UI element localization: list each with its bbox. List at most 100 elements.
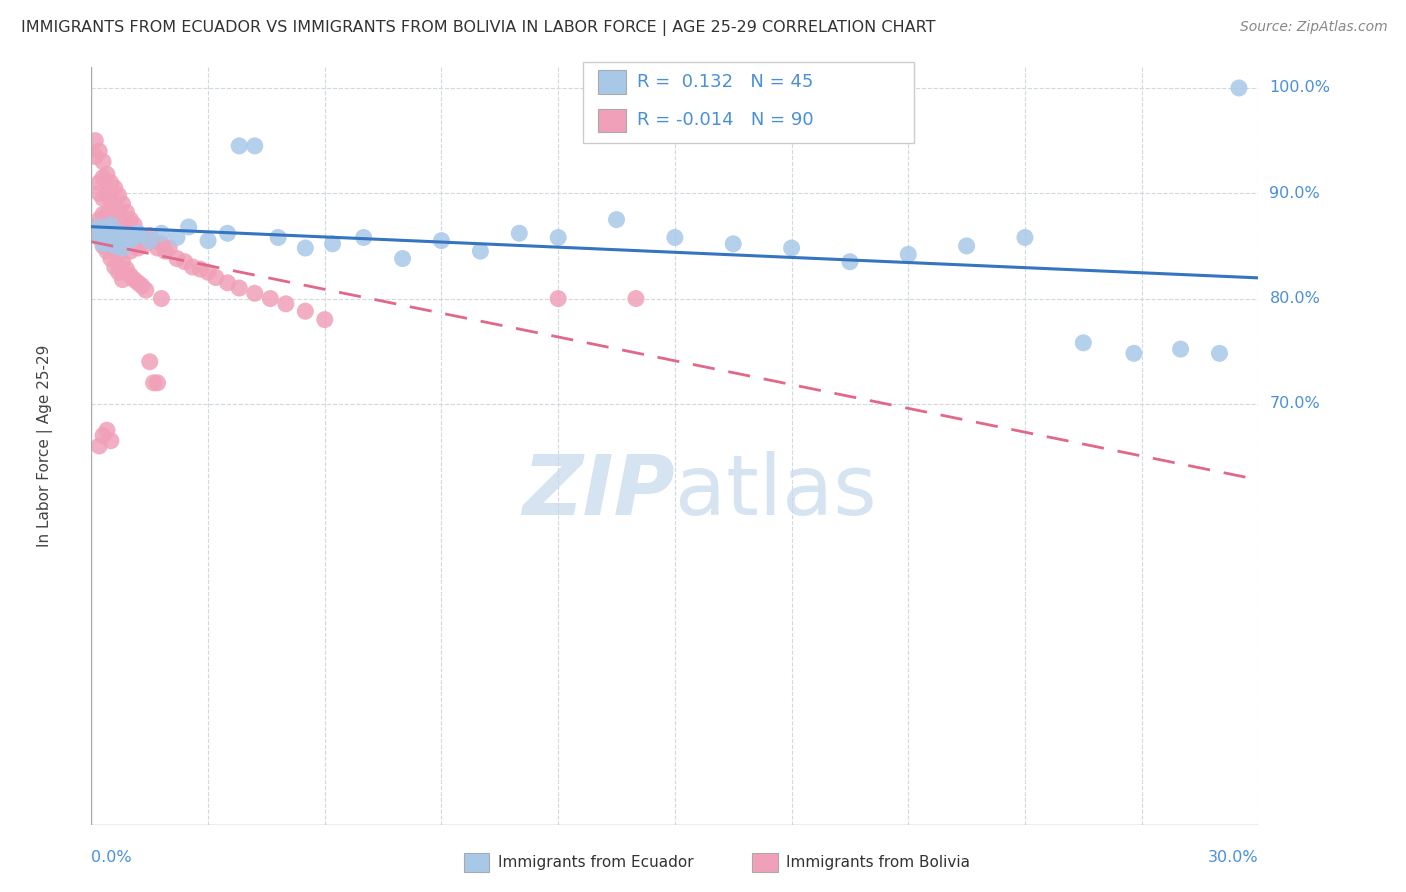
Point [155, 244, 177, 259]
Point [100, 234, 122, 248]
Point [166, 230, 188, 244]
Text: 70.0%: 70.0% [1270, 396, 1320, 411]
Text: Immigrants from Ecuador: Immigrants from Ecuador [498, 855, 693, 870]
Point [146, 241, 169, 255]
Point [89, 176, 111, 190]
Point [274, 297, 297, 311]
Point [100, 218, 122, 232]
Point [897, 247, 920, 261]
Point [624, 292, 647, 306]
Point [120, 268, 142, 283]
Point [838, 254, 860, 268]
Point [96, 423, 118, 437]
Point [91, 207, 114, 221]
Point [89, 228, 111, 243]
Point [104, 219, 127, 234]
Point [84, 219, 107, 234]
Point [547, 230, 569, 244]
Point [1122, 346, 1144, 360]
Point [1227, 81, 1250, 95]
Text: 100.0%: 100.0% [1270, 80, 1330, 95]
Text: IMMIGRANTS FROM ECUADOR VS IMMIGRANTS FROM BOLIVIA IN LABOR FORCE | AGE 25-29 CO: IMMIGRANTS FROM ECUADOR VS IMMIGRANTS FR… [21, 20, 935, 36]
Point [100, 228, 122, 243]
Point [84, 149, 107, 163]
Point [107, 227, 129, 241]
Point [120, 230, 142, 244]
Point [120, 244, 142, 259]
Point [150, 292, 173, 306]
Point [322, 236, 344, 251]
Point [91, 428, 114, 442]
Point [131, 279, 153, 293]
Point [131, 230, 153, 244]
Point [107, 188, 129, 202]
Point [115, 223, 138, 237]
Point [267, 230, 290, 244]
Point [96, 167, 118, 181]
Point [127, 276, 149, 290]
Point [96, 227, 118, 241]
Point [89, 186, 111, 201]
Text: 80.0%: 80.0% [1270, 291, 1320, 306]
Point [1208, 346, 1230, 360]
Text: 30.0%: 30.0% [1208, 850, 1258, 865]
Point [723, 236, 745, 251]
Point [135, 283, 157, 297]
Text: 0.0%: 0.0% [91, 850, 132, 865]
Point [111, 272, 134, 286]
Point [104, 260, 127, 274]
Point [111, 241, 134, 255]
Point [96, 223, 118, 237]
Point [142, 234, 165, 248]
Point [314, 312, 336, 326]
Point [89, 212, 111, 227]
Point [1014, 230, 1036, 244]
Point [120, 212, 142, 227]
Point [780, 241, 803, 255]
Point [91, 192, 114, 206]
Point [100, 212, 122, 227]
Point [197, 265, 219, 279]
Text: R =  0.132   N = 45: R = 0.132 N = 45 [637, 73, 813, 91]
Point [100, 434, 122, 448]
Point [115, 205, 138, 219]
Point [228, 281, 250, 295]
Point [107, 247, 129, 261]
Point [353, 230, 375, 244]
Point [606, 212, 628, 227]
Point [243, 139, 266, 153]
Point [138, 355, 162, 369]
Point [104, 199, 127, 213]
Point [89, 230, 111, 244]
Text: atlas: atlas [675, 451, 876, 532]
Point [142, 376, 165, 390]
Point [96, 227, 118, 241]
Point [111, 230, 134, 244]
Point [122, 272, 145, 286]
Text: Source: ZipAtlas.com: Source: ZipAtlas.com [1240, 20, 1388, 34]
Point [188, 262, 211, 277]
Point [91, 154, 114, 169]
Point [91, 230, 114, 244]
Point [259, 292, 281, 306]
Point [100, 252, 122, 266]
Point [84, 134, 107, 148]
Point [177, 219, 200, 234]
Point [115, 228, 138, 243]
Text: 90.0%: 90.0% [1270, 186, 1320, 201]
Point [146, 376, 169, 390]
Point [138, 234, 162, 248]
Point [150, 236, 173, 251]
Point [956, 239, 979, 253]
Point [135, 236, 157, 251]
Point [104, 239, 127, 253]
Point [157, 241, 180, 255]
Point [391, 252, 413, 266]
Point [104, 181, 127, 195]
Point [294, 241, 316, 255]
Point [111, 196, 134, 211]
Point [89, 144, 111, 158]
Point [150, 227, 173, 241]
Point [127, 227, 149, 241]
Point [1073, 335, 1095, 350]
